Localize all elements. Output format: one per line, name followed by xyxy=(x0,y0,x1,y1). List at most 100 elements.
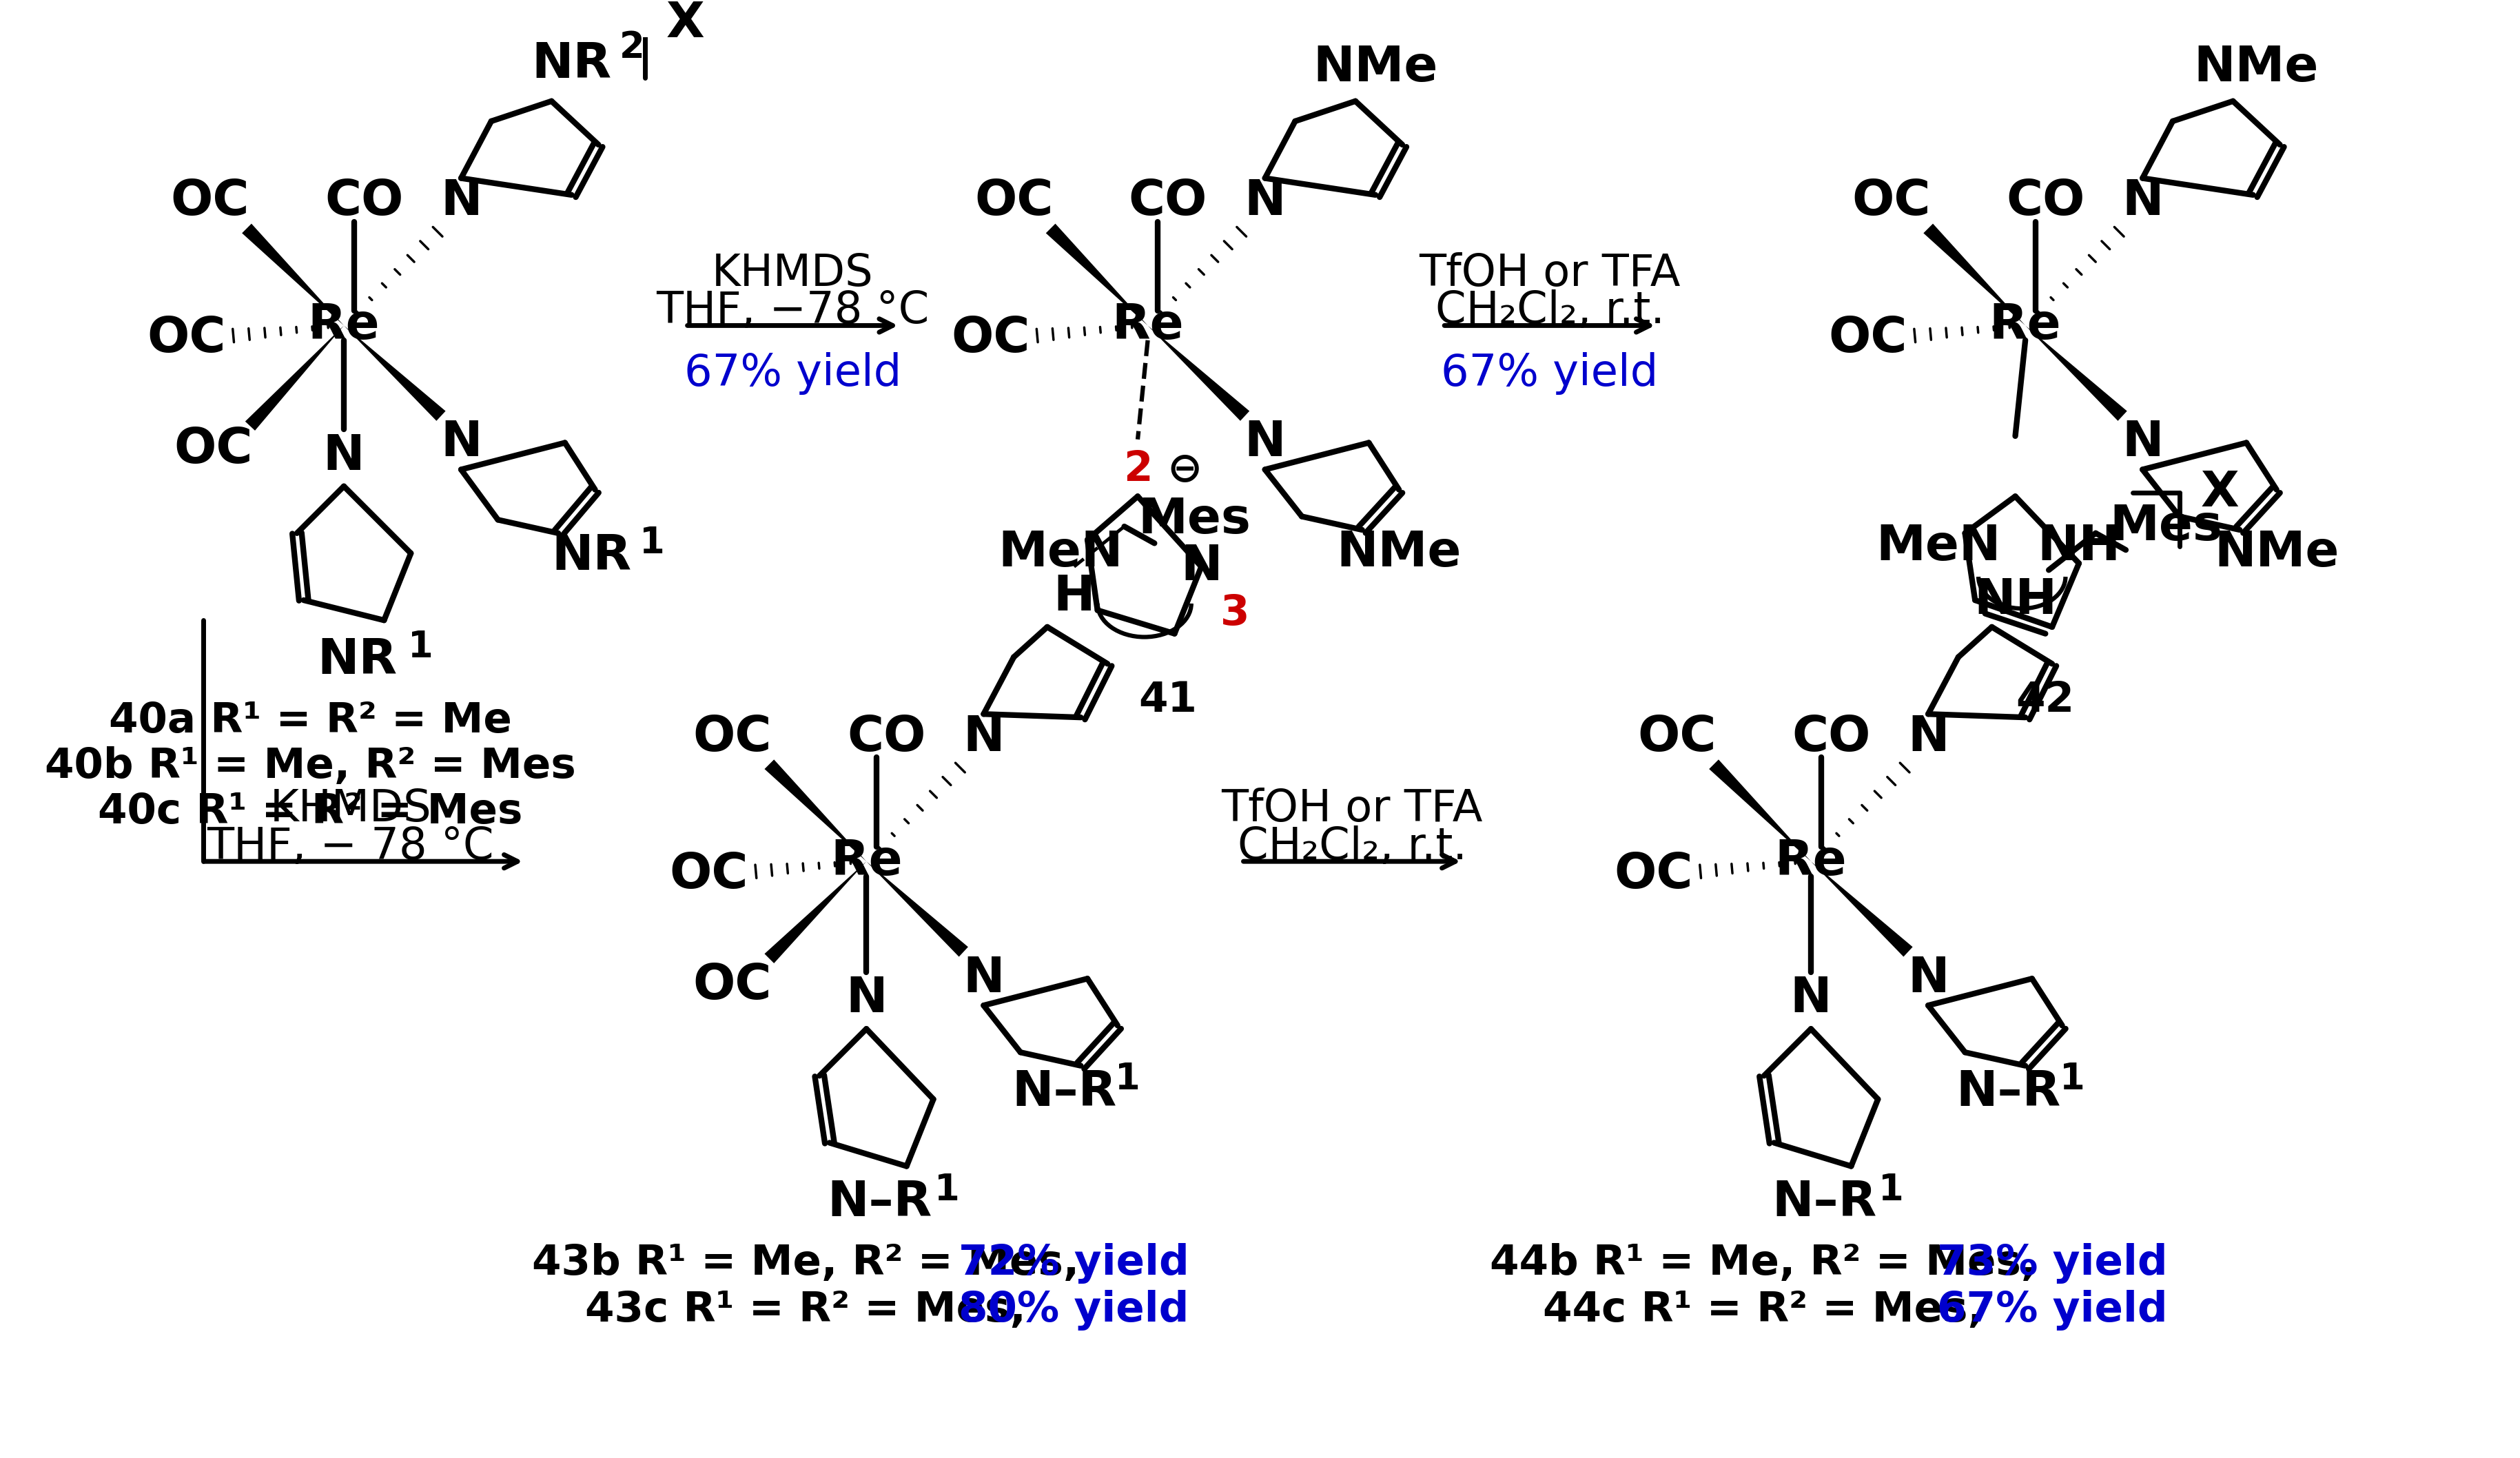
Text: 1: 1 xyxy=(1880,1172,1905,1207)
Polygon shape xyxy=(343,325,446,421)
Text: Re: Re xyxy=(1774,838,1847,885)
Polygon shape xyxy=(764,862,867,964)
Text: 73% yield: 73% yield xyxy=(1938,1244,2167,1283)
Text: NMe: NMe xyxy=(1336,529,1462,577)
Polygon shape xyxy=(244,325,343,430)
Text: NR: NR xyxy=(318,637,398,684)
Polygon shape xyxy=(1709,760,1812,862)
Text: 40c R¹ = R² = Mes: 40c R¹ = R² = Mes xyxy=(98,792,522,833)
Text: X: X xyxy=(665,0,706,48)
Text: N: N xyxy=(1245,418,1285,467)
Text: OC: OC xyxy=(1852,178,1930,226)
Text: Re: Re xyxy=(307,302,381,350)
Text: OC: OC xyxy=(1830,315,1908,363)
Polygon shape xyxy=(1812,862,1913,956)
Text: 1: 1 xyxy=(935,1172,960,1207)
Polygon shape xyxy=(867,862,968,956)
Text: CO: CO xyxy=(1129,178,1207,226)
Text: 67% yield: 67% yield xyxy=(1938,1290,2167,1331)
Text: OC: OC xyxy=(693,714,771,761)
Text: Re: Re xyxy=(829,838,902,885)
Text: N: N xyxy=(1179,542,1222,590)
Text: OC: OC xyxy=(950,315,1031,363)
Text: N: N xyxy=(441,418,481,467)
Text: OC: OC xyxy=(693,962,771,1009)
Text: THF, − 78 °C: THF, − 78 °C xyxy=(207,825,494,868)
Text: NH: NH xyxy=(2036,523,2122,570)
Text: 44c R¹ = R² = Mes,: 44c R¹ = R² = Mes, xyxy=(1542,1290,1998,1331)
Text: 1: 1 xyxy=(2059,1061,2084,1096)
Text: N–R: N–R xyxy=(827,1180,932,1226)
Text: TfOH or TFA: TfOH or TFA xyxy=(1222,787,1482,831)
Text: NH: NH xyxy=(1973,576,2056,624)
Polygon shape xyxy=(1147,325,1250,421)
Text: N: N xyxy=(441,178,481,226)
Text: Mes: Mes xyxy=(1139,496,1250,544)
Text: NMe: NMe xyxy=(2215,529,2339,577)
Text: N: N xyxy=(1908,955,1948,1003)
Text: 80% yield: 80% yield xyxy=(958,1290,1189,1331)
Text: CO: CO xyxy=(2006,178,2084,226)
Text: N: N xyxy=(963,714,1005,761)
Text: 67% yield: 67% yield xyxy=(1441,353,1658,395)
Text: ⊖: ⊖ xyxy=(1167,449,1202,490)
Text: MeN: MeN xyxy=(1875,523,2001,570)
Text: 40a R¹ = R² = Me: 40a R¹ = R² = Me xyxy=(108,700,512,741)
Text: OC: OC xyxy=(1638,714,1716,761)
Text: N: N xyxy=(323,433,365,480)
Text: 40b R¹ = Me, R² = Mes: 40b R¹ = Me, R² = Mes xyxy=(45,746,577,787)
Text: MeN: MeN xyxy=(998,529,1124,577)
Text: N–R: N–R xyxy=(1011,1069,1116,1117)
Text: NMe: NMe xyxy=(2195,44,2318,92)
Text: 1: 1 xyxy=(1114,1061,1142,1096)
Text: KHMDS: KHMDS xyxy=(711,252,874,295)
Text: Mes: Mes xyxy=(2109,503,2223,550)
Polygon shape xyxy=(242,223,343,325)
Text: CO: CO xyxy=(847,714,925,761)
Text: CH₂Cl₂, r.t.: CH₂Cl₂, r.t. xyxy=(1237,825,1467,868)
Text: 43c R¹ = R² = Mes,: 43c R¹ = R² = Mes, xyxy=(585,1290,1041,1331)
Text: 41: 41 xyxy=(1139,681,1197,720)
Text: CH₂Cl₂, r.t.: CH₂Cl₂, r.t. xyxy=(1434,290,1663,332)
Text: N–R: N–R xyxy=(1956,1069,2061,1117)
Text: 1: 1 xyxy=(408,630,433,665)
Text: THF, −78 °C: THF, −78 °C xyxy=(655,290,930,332)
Text: 67% yield: 67% yield xyxy=(683,353,902,395)
Polygon shape xyxy=(2026,325,2127,421)
Text: TfOH or TFA: TfOH or TFA xyxy=(1419,252,1681,295)
Text: N: N xyxy=(963,955,1005,1003)
Text: X: X xyxy=(2200,469,2238,516)
Text: KHMDS: KHMDS xyxy=(270,787,431,831)
Text: OC: OC xyxy=(171,178,249,226)
Text: OC: OC xyxy=(1615,851,1693,898)
Text: N: N xyxy=(847,975,887,1022)
Text: NR: NR xyxy=(532,41,612,87)
Text: 3: 3 xyxy=(1220,593,1250,634)
Text: 42: 42 xyxy=(2016,681,2074,720)
Text: N–R: N–R xyxy=(1772,1180,1877,1226)
Text: N: N xyxy=(1789,975,1832,1022)
Text: NMe: NMe xyxy=(1313,44,1439,92)
Text: N: N xyxy=(2122,418,2162,467)
Text: CO: CO xyxy=(1792,714,1870,761)
Text: CO: CO xyxy=(325,178,403,226)
Text: 72% yield: 72% yield xyxy=(958,1244,1189,1283)
Text: H: H xyxy=(1053,573,1094,621)
Polygon shape xyxy=(1923,223,2026,325)
Text: N: N xyxy=(1245,178,1285,226)
Text: Re: Re xyxy=(1111,302,1184,350)
Text: OC: OC xyxy=(174,426,252,474)
Text: OC: OC xyxy=(146,315,227,363)
Text: OC: OC xyxy=(670,851,748,898)
Text: 2: 2 xyxy=(1124,449,1152,490)
Polygon shape xyxy=(1046,223,1147,325)
Text: 1: 1 xyxy=(640,525,665,561)
Text: OC: OC xyxy=(975,178,1053,226)
Text: N: N xyxy=(2122,178,2162,226)
Text: NR: NR xyxy=(552,532,633,580)
Text: 44b R¹ = Me, R² = Mes,: 44b R¹ = Me, R² = Mes, xyxy=(1489,1244,2051,1283)
Text: N: N xyxy=(1908,714,1948,761)
Text: 2: 2 xyxy=(620,29,645,66)
Text: Re: Re xyxy=(1988,302,2061,350)
Polygon shape xyxy=(764,760,867,862)
